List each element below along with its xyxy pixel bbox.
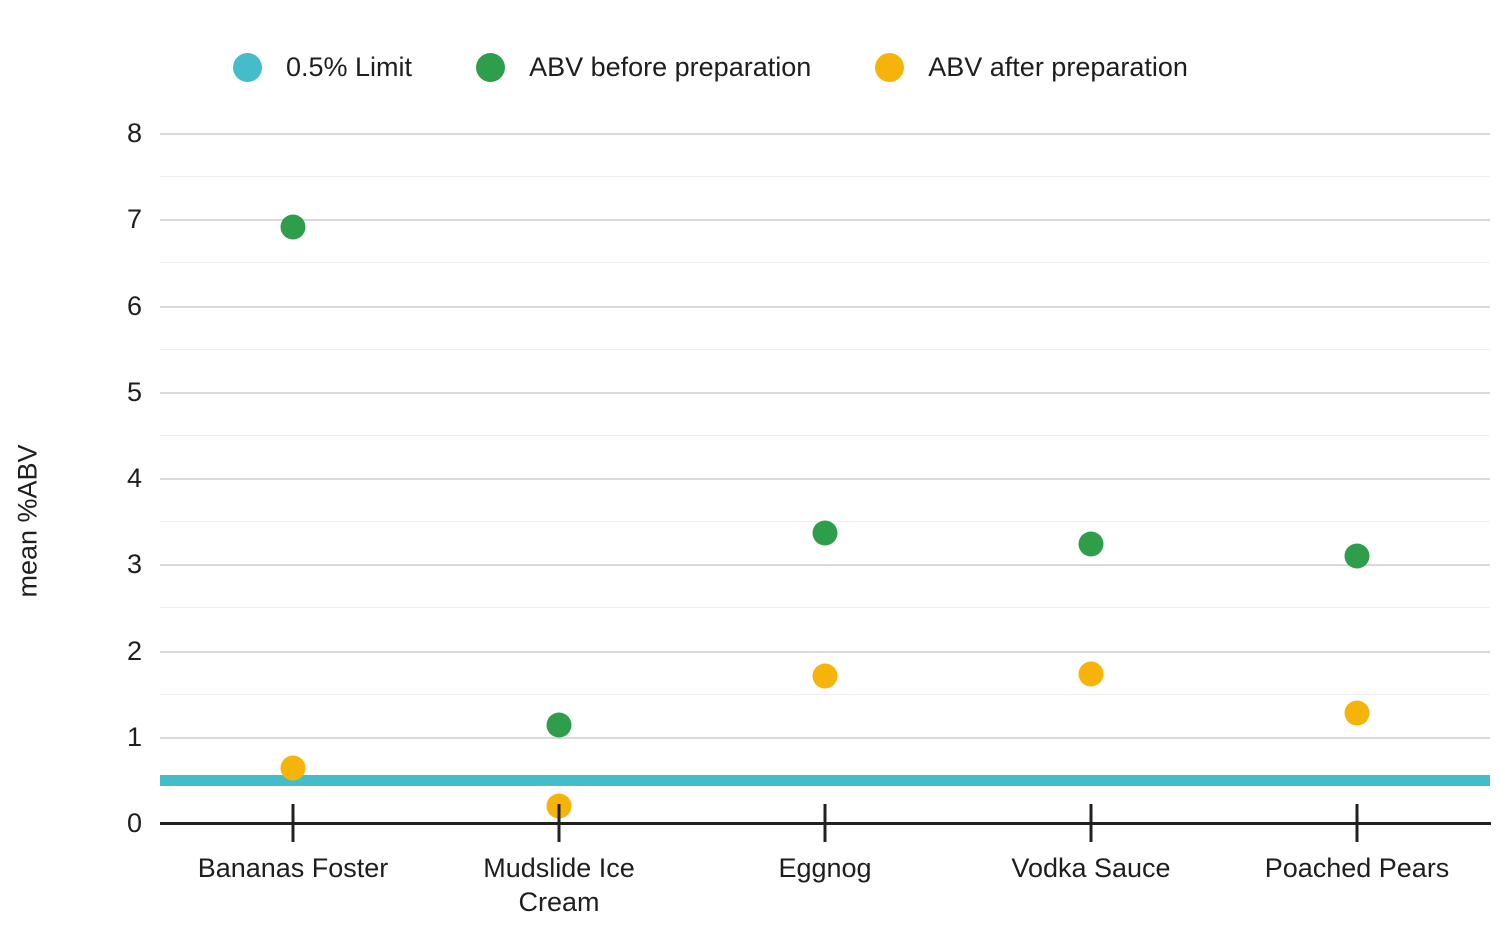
y-tick-label: 4 bbox=[126, 462, 142, 493]
y-tick-label: 2 bbox=[126, 635, 142, 666]
x-axis-tick bbox=[1089, 804, 1093, 842]
chart-legend: 0.5% Limit ABV before preparation ABV afte… bbox=[233, 52, 1188, 83]
legend-series-dot-icon bbox=[233, 53, 262, 82]
data-point[interactable] bbox=[546, 712, 572, 738]
x-category-label: Mudslide Ice Cream bbox=[483, 853, 635, 917]
gridline-major bbox=[160, 133, 1490, 135]
data-point[interactable] bbox=[280, 755, 306, 781]
x-category-label: Bananas Foster bbox=[197, 853, 389, 883]
gridline-minor bbox=[160, 434, 1490, 436]
gridline-minor bbox=[160, 262, 1490, 264]
legend-item-2[interactable]: ABV before preparation bbox=[476, 52, 811, 83]
data-point[interactable] bbox=[280, 214, 306, 240]
gridline-major bbox=[160, 478, 1490, 480]
x-category-label: Poached Pears bbox=[1264, 853, 1450, 883]
gridline-major bbox=[160, 650, 1490, 653]
legend-series-label: ABV after preparation bbox=[928, 52, 1188, 82]
legend-series-dot-icon bbox=[875, 53, 905, 82]
gridline-minor bbox=[160, 607, 1490, 609]
legend-item-1[interactable]: 0.5% Limit bbox=[233, 52, 412, 83]
legend-series-label: ABV before preparation bbox=[529, 52, 812, 82]
data-point[interactable] bbox=[1344, 543, 1370, 569]
x-axis-tick bbox=[823, 804, 827, 842]
limit-reference-line bbox=[160, 775, 1490, 787]
gridline-major bbox=[160, 305, 1490, 308]
y-tick-label: 7 bbox=[126, 204, 142, 235]
gridline-major bbox=[160, 391, 1490, 394]
gridline-major bbox=[160, 564, 1490, 567]
y-tick-label: 3 bbox=[126, 549, 142, 580]
legend-series-dot-icon bbox=[476, 53, 506, 82]
x-axis-tick bbox=[1355, 804, 1359, 842]
x-axis-tick bbox=[557, 804, 561, 842]
data-point[interactable] bbox=[812, 663, 838, 689]
data-point[interactable] bbox=[1078, 531, 1104, 557]
gridline-major bbox=[160, 736, 1490, 739]
x-category-label: Eggnog bbox=[778, 853, 872, 883]
data-point[interactable] bbox=[812, 520, 838, 546]
x-axis-tick bbox=[291, 804, 295, 842]
legend-item-3[interactable]: ABV after preparation bbox=[875, 52, 1188, 83]
y-tick-label: 5 bbox=[126, 376, 142, 407]
data-point[interactable] bbox=[1344, 700, 1370, 726]
legend-series-label: 0.5% Limit bbox=[286, 52, 413, 82]
y-tick-label: 6 bbox=[126, 290, 142, 321]
y-tick-label: 0 bbox=[126, 807, 142, 838]
gridline-major bbox=[160, 219, 1490, 222]
gridline-minor bbox=[160, 348, 1490, 350]
x-category-label: Vodka Sauce bbox=[1011, 853, 1171, 883]
gridline-minor bbox=[160, 693, 1490, 695]
y-axis-title: mean %ABV bbox=[12, 444, 43, 598]
y-tick-label: 1 bbox=[126, 721, 142, 752]
gridline-minor bbox=[160, 176, 1490, 178]
data-point[interactable] bbox=[1078, 661, 1104, 687]
y-tick-label: 8 bbox=[126, 117, 142, 148]
